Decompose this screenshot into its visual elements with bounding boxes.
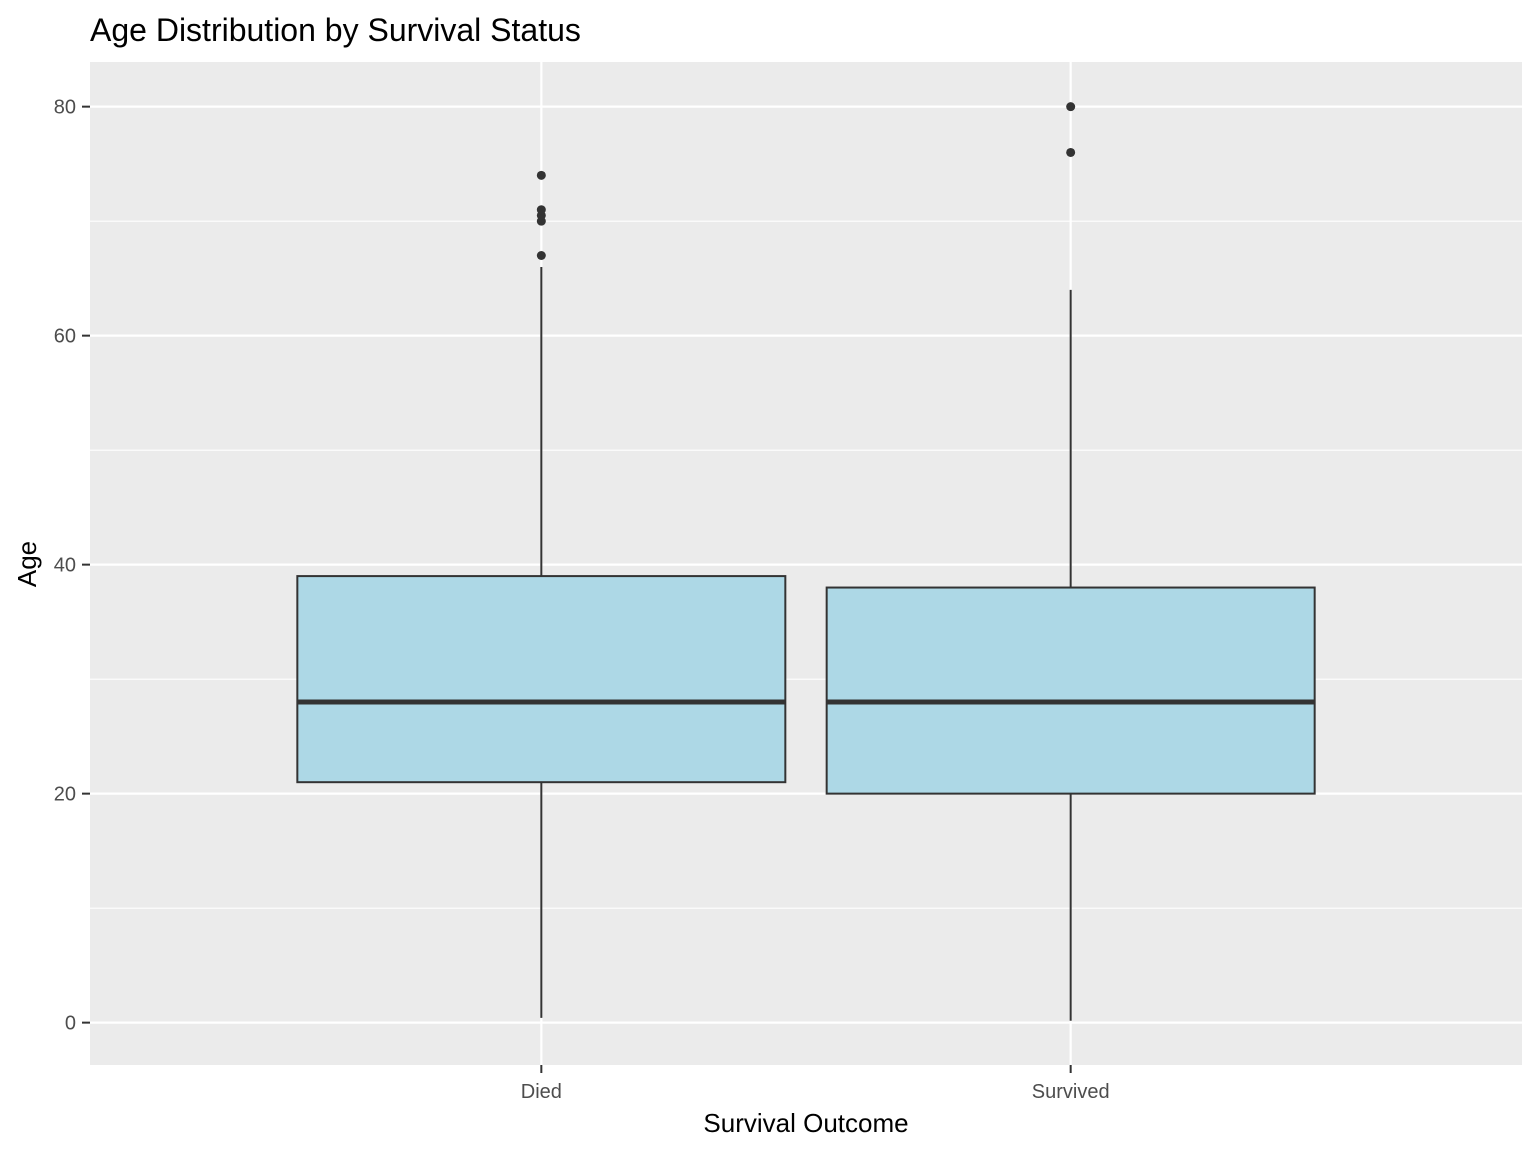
box-group bbox=[296, 102, 1316, 1021]
outlier-point bbox=[536, 251, 546, 261]
y-tick-label: 80 bbox=[54, 97, 76, 119]
outlier-point bbox=[1066, 102, 1076, 112]
chart-title: Age Distribution by Survival Status bbox=[90, 12, 581, 48]
outlier-point bbox=[536, 170, 546, 180]
box-iqr bbox=[825, 586, 1316, 795]
x-axis-label: Survival Outcome bbox=[703, 1108, 908, 1138]
x-axis: Died Survived bbox=[521, 1065, 1110, 1103]
y-axis-label: Age bbox=[12, 541, 42, 587]
y-tick-label: 20 bbox=[54, 784, 76, 806]
outlier-point bbox=[536, 205, 546, 215]
outlier-point bbox=[1066, 147, 1076, 157]
x-tick-label: Died bbox=[521, 1081, 562, 1103]
x-tick-label: Survived bbox=[1032, 1081, 1110, 1103]
box-died bbox=[296, 170, 787, 1018]
y-tick-label: 60 bbox=[54, 326, 76, 348]
y-axis: 0 20 40 60 80 bbox=[54, 97, 90, 1035]
plot-panel bbox=[90, 62, 1522, 1065]
y-tick-label: 40 bbox=[54, 555, 76, 577]
box-iqr bbox=[296, 575, 787, 784]
box-survived bbox=[825, 102, 1316, 1021]
y-tick-label: 0 bbox=[65, 1013, 76, 1035]
